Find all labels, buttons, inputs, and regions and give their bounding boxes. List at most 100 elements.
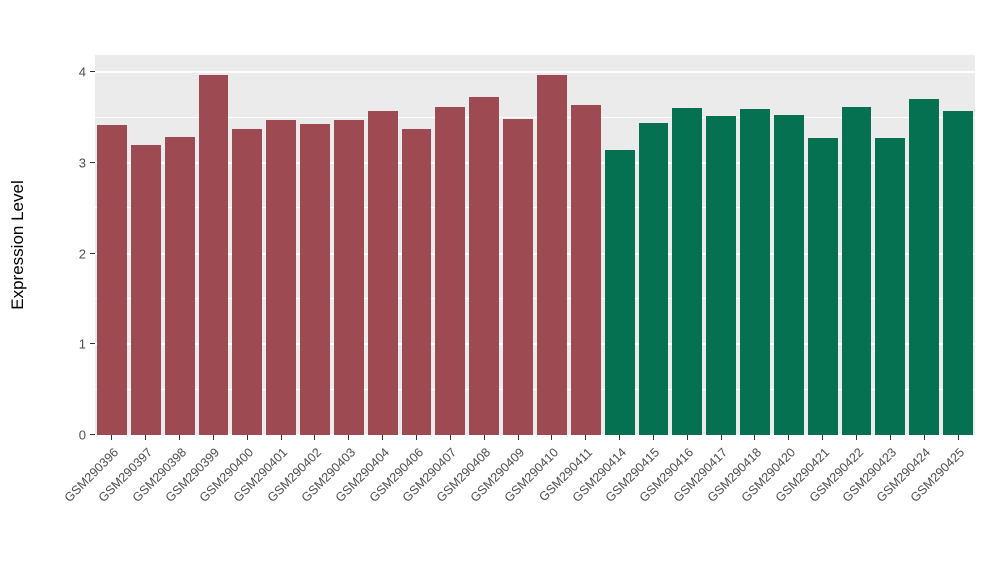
x-tick-mark [856,435,858,440]
bar-cell [772,55,806,435]
x-tick-cell [806,435,840,440]
x-tick-cell [907,435,941,440]
bar-cell [400,55,434,435]
bar-cell [197,55,231,435]
x-axis-labels: GSM290396 GSM290397 GSM290398 GSM290399 GSM2… [62,442,975,542]
bar-cell [569,55,603,435]
x-tick-cell [197,435,231,440]
y-axis-labels: 0 1 2 3 4 [0,55,86,442]
bar-GSM290403 [333,120,364,435]
bar-cell [840,55,874,435]
bar-GSM290425 [943,111,973,435]
gridline-minor [95,116,975,118]
bar-cell [738,55,772,435]
gridline-major [95,252,975,255]
bar-GSM290421 [807,137,838,435]
x-tick-cell [129,435,163,440]
x-tick-mark [788,435,790,440]
bar-cell [637,55,671,435]
bar-GSM290420 [773,114,804,435]
bar-cell [907,55,941,435]
x-tick-cell [467,435,501,440]
x-tick-mark [382,435,384,440]
x-tick-mark [686,435,688,440]
x-tick-mark [619,435,621,440]
bar-GSM290422 [841,106,872,435]
x-tick-mark [720,435,722,440]
bar-cell [670,55,704,435]
x-tick-cell [637,435,671,440]
x-tick-cell [95,435,129,440]
bar-GSM290402 [300,123,330,435]
x-tick-cell [941,435,975,440]
x-tick-cell [264,435,298,440]
bar-GSM290408 [469,96,500,435]
bar-cell [129,55,163,435]
bar-cell [264,55,298,435]
bars [95,55,975,435]
bar-cell [366,55,400,435]
x-tick-mark [652,435,654,440]
x-tick-mark [280,435,282,440]
x-tick-cell [873,435,907,440]
bar-GSM290414 [604,150,635,435]
bar-cell [467,55,501,435]
y-tick-label: 0 [78,427,86,443]
gridline-major [95,161,975,164]
bar-cell [230,55,264,435]
bar-cell [501,55,535,435]
bar-cell [433,55,467,435]
bar-GSM290409 [503,119,533,435]
bar-cell [163,55,197,435]
bar-GSM290396 [97,124,127,435]
x-tick-cell [535,435,569,440]
bar-GSM290416 [672,107,703,435]
x-tick-mark [179,435,181,440]
x-tick-cell [840,435,874,440]
x-tick-mark [246,435,248,440]
x-tick-cell [366,435,400,440]
y-tick-label: 4 [78,64,86,80]
bar-GSM290410 [537,74,567,435]
x-tick-mark [449,435,451,440]
x-tick-cell [163,435,197,440]
x-tick-mark [348,435,350,440]
bar-GSM290397 [130,144,161,435]
x-tick-mark [314,435,316,440]
x-tick-cell [433,435,467,440]
x-tick-mark [145,435,147,440]
x-tick-mark [754,435,756,440]
bar-GSM290424 [909,99,940,435]
bar-cell [332,55,366,435]
gridline-major [95,71,975,74]
x-tick-cell [738,435,772,440]
plot-panel [95,55,975,435]
x-tick-cell [704,435,738,440]
y-axis-ticks [90,55,95,435]
bar-GSM290407 [435,106,466,435]
x-axis-ticks [95,435,975,440]
bar-cell [704,55,738,435]
bar-cell [95,55,129,435]
bar-GSM290401 [266,120,297,435]
gridline-major [95,434,975,435]
x-tick-cell [569,435,603,440]
x-tick-mark [111,435,113,440]
y-tick-label: 3 [78,155,86,171]
bar-GSM290399 [198,74,229,435]
x-tick-mark [483,435,485,440]
bar-cell [806,55,840,435]
bar-GSM290411 [570,104,601,435]
bar-cell [298,55,332,435]
x-tick-cell [603,435,637,440]
x-tick-mark [889,435,891,440]
y-tick-mark [90,161,95,163]
y-tick-label: 1 [78,336,86,352]
bar-cell [535,55,569,435]
x-tick-mark [923,435,925,440]
x-tick-cell [501,435,535,440]
x-tick-mark [416,435,418,440]
bar-GSM290418 [740,109,770,435]
bar-GSM290400 [232,129,263,435]
